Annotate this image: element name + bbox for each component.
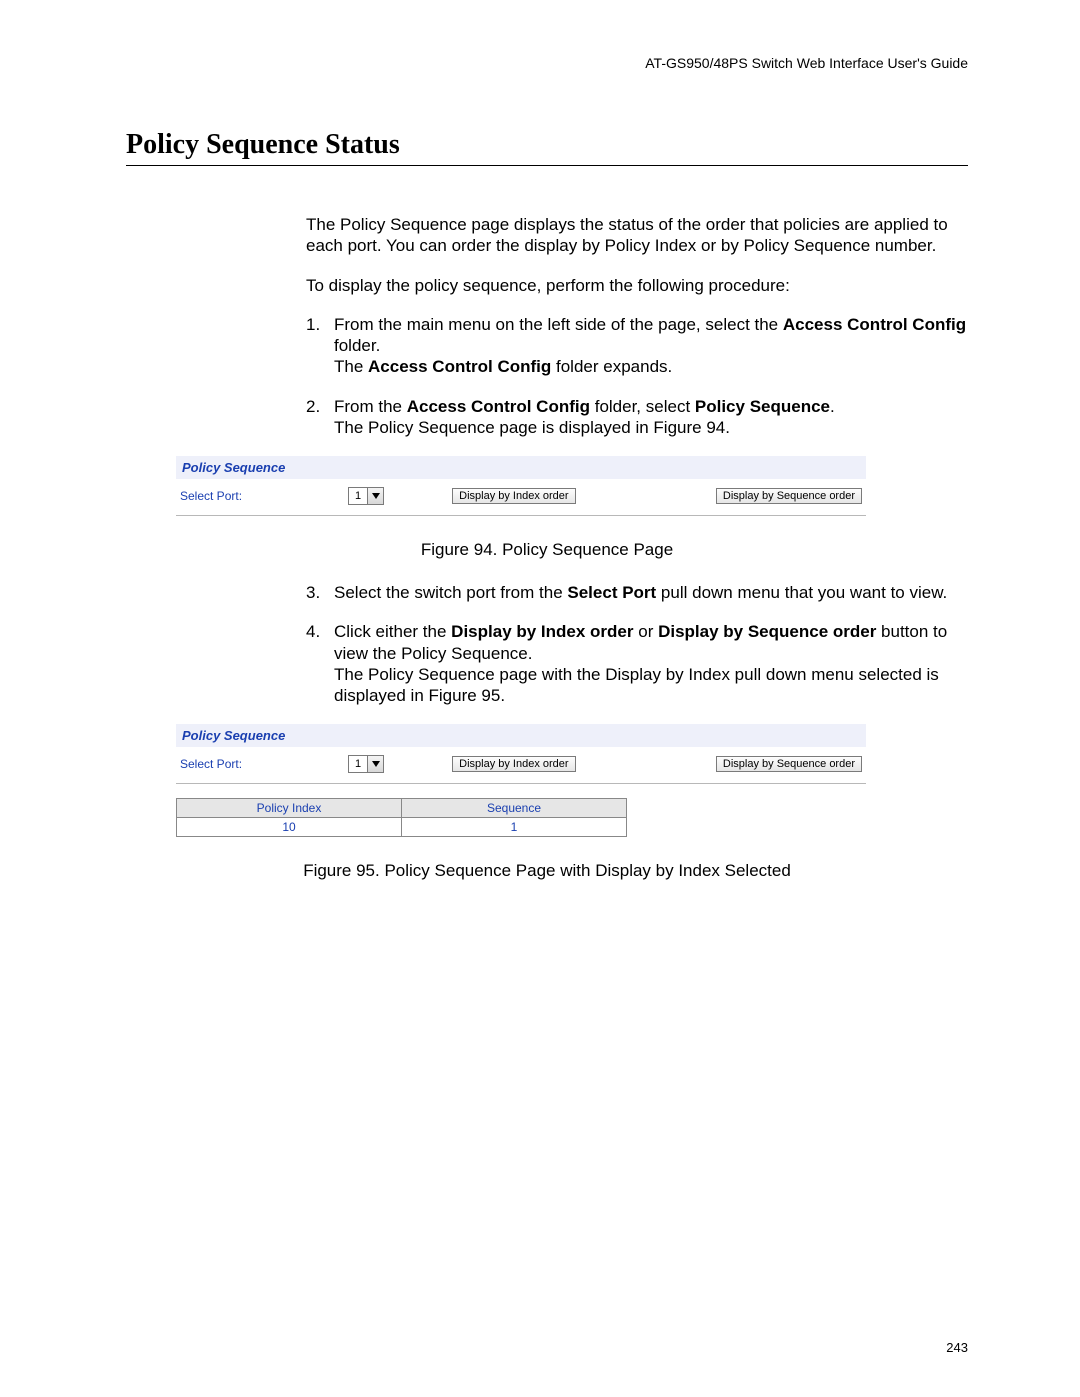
figure-94-caption: Figure 94. Policy Sequence Page (126, 540, 968, 560)
col-policy-index: Policy Index (177, 799, 402, 818)
select-port-value-2: 1 (349, 758, 367, 770)
figure-94: Policy Sequence Select Port: 1 Display b… (176, 456, 866, 516)
col-sequence: Sequence (402, 799, 627, 818)
step-1-bold-2: Access Control Config (368, 357, 551, 376)
step-2-text-c: folder, select (590, 397, 695, 416)
step-4-text-a: Click either the (334, 622, 451, 641)
chevron-down-icon[interactable] (367, 756, 383, 772)
figure-95-heading: Policy Sequence (176, 724, 866, 747)
step-4-bold-1: Display by Index order (451, 622, 633, 641)
cell-policy-index: 10 (177, 818, 402, 837)
figure-94-heading: Policy Sequence (176, 456, 866, 479)
procedure-list-continued: Select the switch port from the Select P… (306, 582, 968, 706)
figure-95: Policy Sequence Select Port: 1 Display b… (176, 724, 866, 784)
intro-paragraph-1: The Policy Sequence page displays the st… (306, 214, 968, 257)
figure-94-controls-row: Select Port: 1 Display by Index order Di… (176, 479, 866, 516)
step-3-bold: Select Port (567, 583, 656, 602)
display-by-index-button-2[interactable]: Display by Index order (452, 756, 575, 772)
figure-95-controls-row: Select Port: 1 Display by Index order Di… (176, 747, 866, 784)
step-4-bold-2: Display by Sequence order (658, 622, 876, 641)
procedure-list: From the main menu on the left side of t… (306, 314, 968, 438)
display-by-sequence-button-2[interactable]: Display by Sequence order (716, 756, 862, 772)
step-1-bold-1: Access Control Config (783, 315, 966, 334)
step-4-text-c: or (634, 622, 659, 641)
policy-sequence-table: Policy Index Sequence 10 1 (176, 798, 627, 837)
step-2-bold-2: Policy Sequence (695, 397, 830, 416)
step-4: Click either the Display by Index order … (306, 621, 968, 706)
select-port-value: 1 (349, 490, 367, 502)
step-1-text-a: From the main menu on the left side of t… (334, 315, 783, 334)
body-column: The Policy Sequence page displays the st… (306, 214, 968, 438)
figure-95-caption: Figure 95. Policy Sequence Page with Dis… (126, 861, 968, 881)
step-2: From the Access Control Config folder, s… (306, 396, 968, 439)
select-port-dropdown[interactable]: 1 (348, 487, 384, 505)
step-3-text-c: pull down menu that you want to view. (656, 583, 947, 602)
page-title: Policy Sequence Status (126, 129, 968, 166)
body-column-2: Select the switch port from the Select P… (306, 582, 968, 706)
step-2-text-a: From the (334, 397, 407, 416)
step-3-text-a: Select the switch port from the (334, 583, 567, 602)
cell-sequence: 1 (402, 818, 627, 837)
step-1: From the main menu on the left side of t… (306, 314, 968, 378)
select-port-dropdown-2[interactable]: 1 (348, 755, 384, 773)
intro-paragraph-2: To display the policy sequence, perform … (306, 275, 968, 296)
chevron-down-icon[interactable] (367, 488, 383, 504)
step-1-text-c: folder. (334, 336, 380, 355)
step-4-text-f: The Policy Sequence page with the Displa… (334, 665, 939, 705)
step-1-text-d: The (334, 357, 368, 376)
table-header-row: Policy Index Sequence (177, 799, 627, 818)
select-port-label-2: Select Port: (180, 757, 340, 771)
step-2-text-e: . (830, 397, 835, 416)
select-port-label: Select Port: (180, 489, 340, 503)
step-2-text-f: The Policy Sequence page is displayed in… (334, 418, 730, 437)
table-row: 10 1 (177, 818, 627, 837)
step-3: Select the switch port from the Select P… (306, 582, 968, 603)
step-2-bold-1: Access Control Config (407, 397, 590, 416)
display-by-sequence-button[interactable]: Display by Sequence order (716, 488, 862, 504)
display-by-index-button[interactable]: Display by Index order (452, 488, 575, 504)
step-1-text-f: folder expands. (551, 357, 672, 376)
document-header: AT-GS950/48PS Switch Web Interface User'… (126, 55, 968, 71)
page-number: 243 (946, 1340, 968, 1355)
